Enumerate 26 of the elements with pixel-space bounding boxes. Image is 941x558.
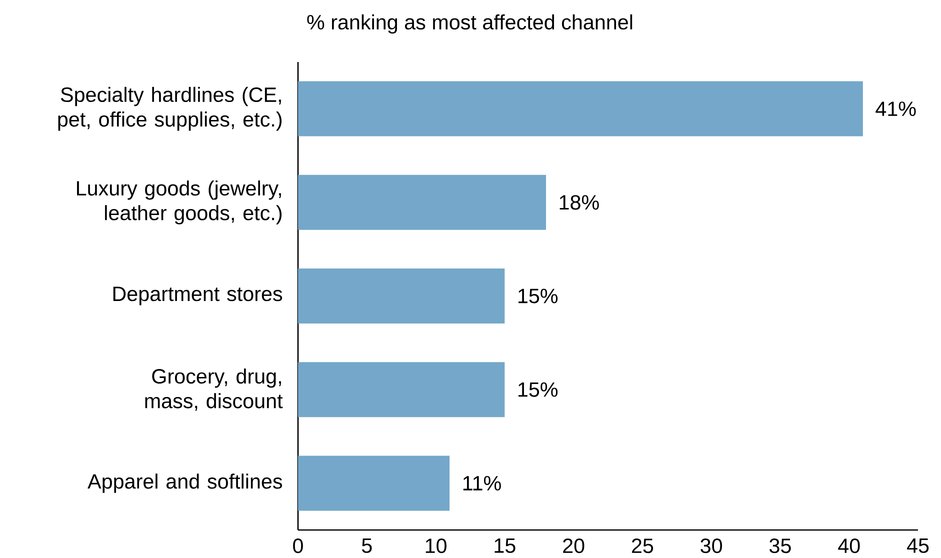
y-tick-label: Apparel and softlines [88,474,282,493]
y-tick-label: Luxury goods (jewelry, leather goods, etc.) [77,180,282,224]
x-tick-label: 20 [563,538,584,554]
y-tick-label: Department stores [113,286,282,306]
x-tick-label: 30 [700,538,722,554]
x-tick-label: 5 [362,538,372,553]
y-tick-label: Grocery, drug, mass, discount [145,368,283,411]
x-tick-label: 10 [426,538,446,554]
bar [298,362,505,418]
data-label: 18% [560,195,599,210]
bar [298,456,450,511]
data-label: 15% [518,382,558,397]
x-tick-label: 15 [494,538,516,553]
bar [298,268,505,324]
data-label: 15% [518,288,558,304]
x-tick-label: 25 [632,538,654,554]
bar [298,81,863,136]
x-tick-label: 0 [293,538,303,554]
chart-title: % ranking as most affected channel [307,14,632,34]
bar [298,174,546,230]
y-tick-label: Specialty hardlines (CE, pet, office supplies, etc.) [58,86,282,131]
x-tick-label: 35 [770,538,791,554]
data-label: 11% [463,476,501,490]
data-label: 41% [876,102,916,116]
x-tick-label: 45 [906,538,929,553]
x-tick-label: 40 [838,538,860,554]
